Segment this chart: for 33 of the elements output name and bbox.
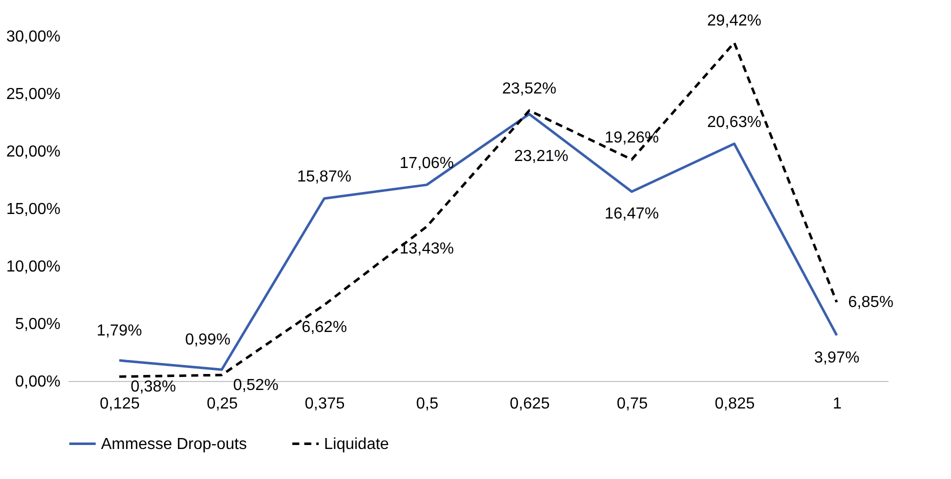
- legend-label: Ammesse Drop-outs: [101, 436, 247, 453]
- data-label: 17,06%: [400, 154, 454, 172]
- data-label: 23,52%: [502, 80, 556, 98]
- x-tick-label: 0,625: [510, 396, 550, 412]
- x-tick-label: 0,75: [616, 396, 648, 412]
- x-tick-label: 0,825: [714, 396, 755, 412]
- data-label: 0,38%: [130, 378, 176, 396]
- x-tick-label: 0,25: [206, 396, 238, 412]
- x-tick-label: 0,375: [304, 396, 345, 412]
- legend-label: Liquidate: [324, 436, 390, 453]
- data-label: 23,21%: [514, 148, 568, 166]
- data-label: 0,52%: [233, 377, 278, 394]
- y-tick-label: 5,00%: [15, 316, 60, 333]
- y-tick-label: 10,00%: [6, 258, 60, 276]
- y-tick-label: 20,00%: [6, 144, 60, 160]
- data-label: 6,85%: [848, 294, 894, 312]
- y-tick-label: 25,00%: [6, 86, 60, 103]
- x-tick-label: 0,125: [100, 396, 140, 412]
- data-label: 29,42%: [707, 12, 762, 30]
- data-label: 1,79%: [96, 322, 142, 340]
- data-label: 3,97%: [814, 349, 860, 366]
- data-label: 16,47%: [604, 206, 659, 223]
- x-tick-label: 0,5: [416, 396, 438, 412]
- data-label: 19,26%: [604, 130, 659, 147]
- y-tick-label: 15,00%: [6, 201, 60, 218]
- x-tick-label: 1: [832, 396, 842, 412]
- data-label: 0,99%: [185, 332, 230, 349]
- y-tick-label: 0,00%: [15, 374, 60, 390]
- data-label: 6,62%: [302, 318, 347, 336]
- data-label: 20,63%: [707, 114, 762, 131]
- data-label: 15,87%: [297, 168, 352, 186]
- data-label: 13,43%: [400, 240, 454, 258]
- y-tick-label: 30,00%: [6, 28, 60, 46]
